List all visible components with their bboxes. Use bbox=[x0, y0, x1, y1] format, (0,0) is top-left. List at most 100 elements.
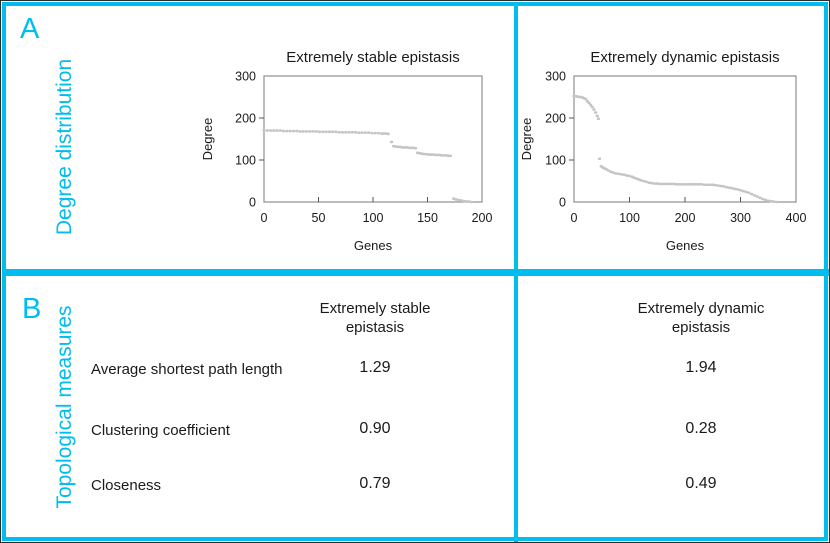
data-point bbox=[683, 183, 687, 186]
data-point bbox=[347, 130, 351, 134]
data-point bbox=[353, 130, 358, 134]
x-tick-label: 400 bbox=[786, 211, 807, 225]
data-point bbox=[769, 199, 773, 203]
data-point bbox=[324, 130, 328, 134]
data-point bbox=[282, 129, 286, 133]
data-point bbox=[727, 186, 731, 190]
data-point bbox=[291, 129, 296, 133]
data-point bbox=[278, 129, 282, 132]
value-avg-shortest-path-stable: 1.29 bbox=[359, 359, 391, 376]
chart-title: Extremely dynamic epistasis bbox=[590, 49, 779, 66]
data-point bbox=[744, 190, 748, 194]
data-point bbox=[298, 130, 302, 133]
data-point bbox=[713, 183, 718, 187]
data-point bbox=[730, 186, 734, 190]
data-point bbox=[716, 184, 720, 187]
data-point bbox=[650, 181, 654, 185]
data-point bbox=[655, 182, 659, 185]
data-point bbox=[295, 129, 299, 133]
data-point bbox=[469, 200, 473, 204]
data-point bbox=[301, 130, 305, 133]
data-point bbox=[761, 197, 765, 201]
data-point bbox=[652, 182, 657, 185]
data-point bbox=[677, 183, 682, 186]
data-point bbox=[594, 111, 598, 114]
data-point bbox=[627, 174, 632, 178]
data-point bbox=[596, 117, 601, 121]
panel-divider-horizontal bbox=[2, 269, 829, 276]
data-point bbox=[616, 172, 620, 176]
table-row: Closeness 0.79 0.49 bbox=[1, 475, 829, 499]
data-point bbox=[314, 130, 318, 133]
value-closeness-stable: 0.79 bbox=[359, 475, 391, 492]
data-point bbox=[691, 183, 695, 186]
data-point bbox=[669, 182, 673, 186]
data-point bbox=[697, 183, 701, 186]
data-point bbox=[702, 183, 707, 187]
data-point bbox=[752, 193, 756, 197]
x-tick-label: 0 bbox=[261, 211, 268, 225]
data-point bbox=[625, 174, 629, 177]
plot-area-border bbox=[263, 75, 483, 203]
data-point bbox=[755, 195, 759, 198]
x-tick-label: 300 bbox=[730, 211, 751, 225]
x-tick-label: 50 bbox=[312, 211, 326, 225]
data-point bbox=[268, 129, 273, 132]
data-point bbox=[592, 108, 596, 111]
x-tick-label: 100 bbox=[363, 211, 384, 225]
x-tick-label: 200 bbox=[675, 211, 696, 225]
data-point bbox=[389, 140, 394, 144]
data-point bbox=[288, 129, 292, 133]
x-tick-label: 100 bbox=[619, 211, 640, 225]
data-point bbox=[363, 131, 367, 134]
data-point bbox=[262, 128, 266, 132]
data-point bbox=[357, 131, 361, 134]
column-header-dynamic-line1: Extremely dynamic bbox=[637, 300, 765, 317]
data-point bbox=[376, 131, 381, 135]
data-point bbox=[705, 183, 709, 187]
data-point bbox=[738, 188, 743, 192]
data-point bbox=[680, 183, 684, 186]
data-point bbox=[733, 187, 737, 191]
data-point bbox=[350, 130, 354, 134]
y-tick-label: 0 bbox=[559, 196, 566, 210]
data-point bbox=[772, 200, 776, 203]
value-closeness-dynamic: 0.49 bbox=[685, 475, 717, 492]
y-tick-label: 300 bbox=[545, 70, 566, 84]
data-point bbox=[304, 130, 309, 133]
data-point bbox=[622, 173, 626, 176]
panel-divider-vertical bbox=[514, 2, 518, 542]
data-point bbox=[747, 191, 751, 195]
column-header-stable-line2: epistasis bbox=[345, 318, 405, 336]
row-label-avg-shortest-path: Average shortest path length bbox=[91, 361, 283, 378]
data-point bbox=[700, 183, 704, 186]
column-header-dynamic-line2: epistasis bbox=[671, 318, 731, 336]
data-point bbox=[675, 183, 679, 186]
data-point bbox=[672, 182, 676, 186]
data-point bbox=[641, 179, 645, 183]
chart-title: Extremely stable epistasis bbox=[286, 49, 459, 66]
data-point bbox=[590, 105, 594, 109]
data-point bbox=[658, 182, 662, 186]
data-point bbox=[758, 196, 762, 200]
y-axis-label: Degree bbox=[519, 118, 534, 161]
x-tick-label: 200 bbox=[472, 211, 493, 225]
row-label-closeness: Closeness bbox=[91, 477, 162, 494]
data-point bbox=[708, 183, 712, 187]
data-point bbox=[337, 130, 341, 134]
y-axis-label: Degree bbox=[200, 118, 215, 161]
column-header-dynamic: Extremely dynamic epistasis bbox=[599, 300, 803, 337]
data-point bbox=[331, 130, 335, 134]
y-tick-label: 200 bbox=[545, 112, 566, 126]
panel-b-letter: B bbox=[22, 293, 42, 325]
x-axis-label: Genes bbox=[354, 238, 393, 253]
data-point bbox=[722, 185, 726, 188]
data-point bbox=[340, 130, 345, 134]
data-point bbox=[639, 178, 643, 182]
table-row: Clustering coefficient 0.90 0.28 bbox=[1, 420, 829, 444]
data-point bbox=[711, 183, 715, 187]
data-point bbox=[275, 129, 279, 132]
data-point bbox=[373, 131, 377, 135]
data-point bbox=[448, 154, 452, 158]
